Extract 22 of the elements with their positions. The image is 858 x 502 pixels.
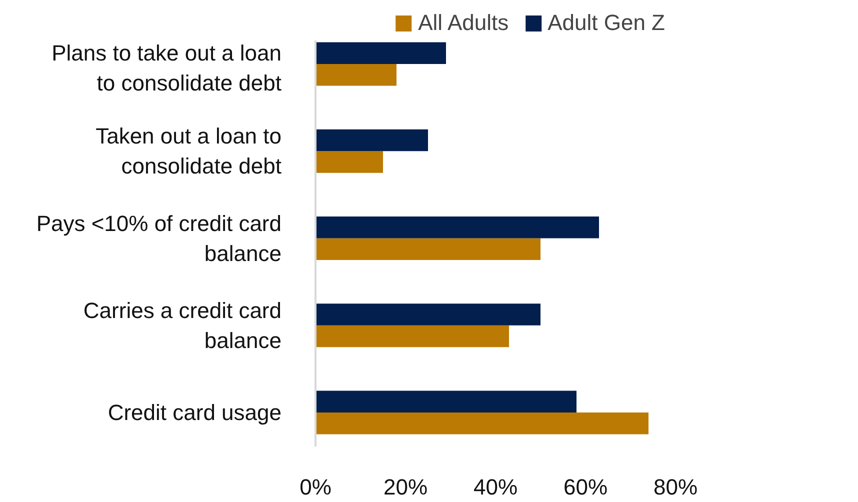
bar bbox=[316, 325, 509, 348]
x-tick-label: 20% bbox=[383, 474, 428, 500]
y-tick-label: Plans to take out a loan to consolidate debt bbox=[52, 40, 282, 96]
x-tick-label: 60% bbox=[563, 474, 608, 500]
legend-label: Adult Gen Z bbox=[548, 10, 665, 36]
bar bbox=[316, 304, 540, 326]
y-tick-label: Credit card usage bbox=[108, 400, 282, 426]
bar bbox=[316, 390, 576, 413]
legend-label: All Adults bbox=[418, 10, 509, 36]
bar bbox=[316, 151, 383, 173]
x-tick-label: 0% bbox=[300, 474, 332, 500]
y-tick-label: Carries a credit card balance bbox=[83, 298, 282, 353]
bar bbox=[316, 412, 648, 434]
bar bbox=[316, 216, 599, 238]
x-tick-label: 80% bbox=[653, 474, 698, 500]
x-tick-label: 40% bbox=[473, 474, 518, 500]
y-tick-label: Taken out a loan to consolidate debt bbox=[96, 124, 282, 179]
y-tick-label: Pays <10% of credit card balance bbox=[36, 210, 282, 266]
bar bbox=[316, 238, 540, 260]
bar bbox=[316, 129, 428, 152]
bar bbox=[316, 64, 396, 86]
bar bbox=[316, 42, 446, 64]
